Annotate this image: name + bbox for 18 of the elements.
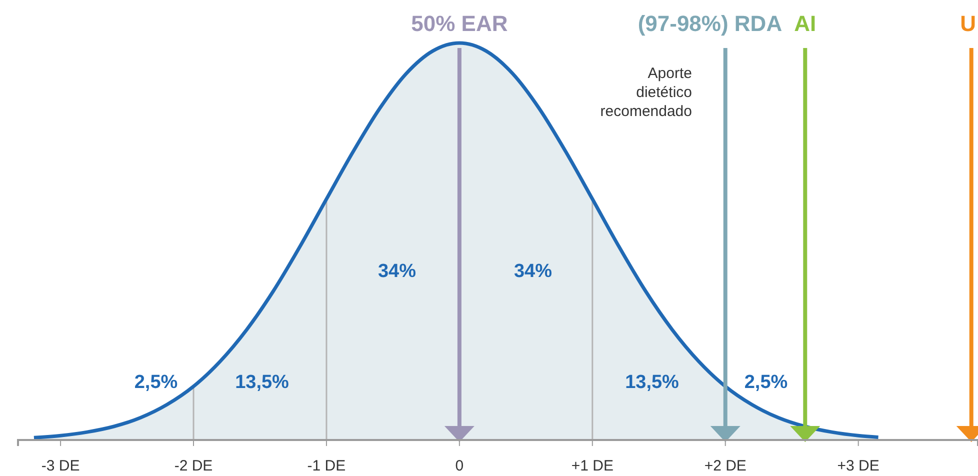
annotation: 2,5%: [744, 372, 788, 393]
x-tick-label: -1 DE: [307, 458, 346, 475]
x-tick-label: +2 DE: [704, 458, 746, 475]
annotation: 2,5%: [134, 372, 178, 393]
x-tick-label: +1 DE: [571, 458, 614, 475]
annotation: 34%: [514, 261, 552, 282]
annotation: 34%: [378, 261, 416, 282]
ref-line-label: AI: [794, 11, 816, 36]
x-tick-label: -3 DE: [41, 458, 80, 475]
annotation: 13,5%: [235, 372, 290, 393]
x-tick-label: +3 DE: [837, 458, 880, 475]
annotation: 13,5%: [625, 372, 680, 393]
ref-line-label: (97-98%) RDA: [638, 11, 782, 36]
x-tick-label: 0: [455, 458, 464, 475]
ref-line-label: U: [960, 11, 976, 36]
x-tick-label: -2 DE: [174, 458, 213, 475]
ref-line-label: 50% EAR: [411, 11, 508, 36]
annotation: Aporte dietético recomendado: [600, 65, 692, 120]
